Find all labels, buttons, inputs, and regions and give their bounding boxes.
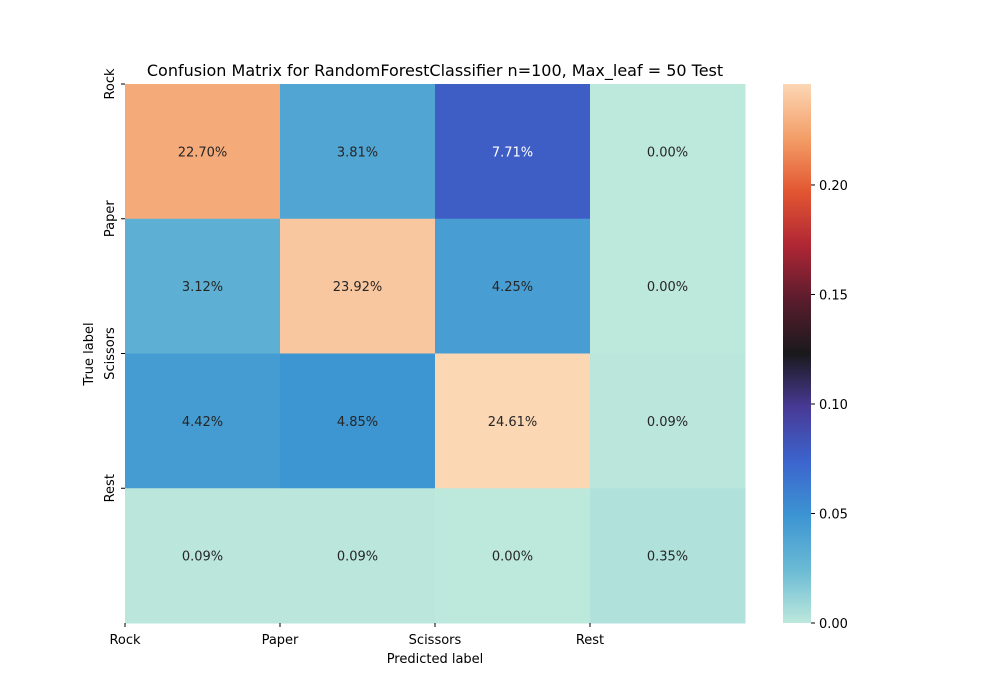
heatmap-cell (435, 84, 591, 220)
heatmap-cell (280, 218, 436, 354)
cell-value-label: 22.70% (178, 145, 228, 160)
heatmap-cells (125, 84, 746, 624)
heatmap-cell (125, 353, 281, 489)
cell-value-label: 0.00% (647, 145, 688, 160)
heatmap-cell (435, 218, 591, 354)
cell-value-label: 23.92% (333, 280, 383, 295)
cell-value-label: 0.09% (337, 550, 378, 565)
cell-value-label: 0.35% (647, 550, 688, 565)
x-tick-label: Rock (109, 633, 141, 648)
heatmap-cell (280, 353, 436, 489)
colorbar (783, 84, 811, 623)
cell-value-label: 3.12% (182, 280, 223, 295)
x-tick-label: Scissors (409, 633, 462, 648)
y-axis-ticks: Rock Paper Scissors Rest (103, 68, 125, 502)
heatmap-cell (125, 218, 281, 354)
cell-value-label: 4.42% (182, 415, 223, 430)
heatmap-cell (590, 84, 746, 220)
heatmap-cell (280, 488, 436, 624)
x-axis-ticks: Rock Paper Scissors Rest (109, 623, 604, 648)
heatmap-cell (590, 488, 746, 624)
heatmap-cell (125, 84, 281, 220)
cell-value-label: 0.00% (647, 280, 688, 295)
cell-value-label: 4.25% (492, 280, 533, 295)
cell-value-label: 3.81% (337, 145, 378, 160)
heatmap-cell (280, 84, 436, 220)
cell-value-label: 0.09% (647, 415, 688, 430)
x-tick-label: Paper (262, 633, 299, 648)
heatmap-cell (590, 218, 746, 354)
heatmap-cell (435, 353, 591, 489)
colorbar-tick-label: 0.15 (819, 288, 848, 303)
y-tick-label: Paper (103, 200, 118, 237)
heatmap-cell-labels: 22.70% 3.81% 7.71% 0.00% 3.12% 23.92% 4.25% 0.0… (178, 145, 688, 564)
y-tick-label: Rest (103, 474, 118, 502)
colorbar-tick-label: 0.05 (819, 507, 848, 522)
chart-title: Confusion Matrix for RandomForestClassif… (147, 61, 723, 81)
cell-value-label: 0.09% (182, 550, 223, 565)
x-tick-label: Rest (576, 633, 604, 648)
cell-value-label: 24.61% (488, 415, 538, 430)
y-tick-label: Rock (103, 68, 118, 100)
cell-value-label: 4.85% (337, 415, 378, 430)
colorbar-tick-label: 0.20 (819, 179, 848, 194)
cell-value-label: 7.71% (492, 145, 533, 160)
y-axis-label: True label (82, 322, 97, 386)
cell-value-label: 0.00% (492, 550, 533, 565)
colorbar-tick-label: 0.00 (819, 617, 848, 632)
heatmap-cell (590, 353, 746, 489)
colorbar-ticks: 0.00 0.05 0.10 0.15 0.20 (811, 179, 848, 632)
colorbar-tick-label: 0.10 (819, 398, 848, 413)
y-tick-label: Scissors (103, 327, 118, 380)
x-axis-label: Predicted label (387, 652, 484, 667)
heatmap-cell (125, 488, 281, 624)
heatmap-cell (435, 488, 591, 624)
